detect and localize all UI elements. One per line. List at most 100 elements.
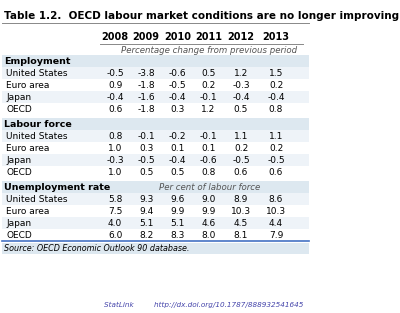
Text: 2011: 2011 (195, 32, 222, 42)
Bar (2, 181, 310, 193)
Text: -0.6: -0.6 (200, 156, 217, 165)
Text: 0.1: 0.1 (201, 144, 216, 153)
Text: 0.9: 0.9 (108, 81, 122, 90)
Text: 1.5: 1.5 (269, 69, 283, 78)
Text: 0.5: 0.5 (201, 69, 216, 78)
Text: 9.4: 9.4 (139, 207, 153, 216)
Text: United States: United States (6, 69, 68, 78)
Text: 0.2: 0.2 (234, 144, 248, 153)
Text: Unemployment rate: Unemployment rate (4, 183, 110, 192)
Bar (2, 229, 310, 241)
Text: 9.9: 9.9 (170, 207, 184, 216)
Text: OECD: OECD (6, 168, 32, 177)
Text: 2008: 2008 (102, 32, 129, 42)
Text: -3.8: -3.8 (137, 69, 155, 78)
Bar (2, 118, 310, 130)
Text: Japan: Japan (6, 156, 31, 165)
Bar (2, 55, 310, 67)
Text: Per cent of labour force: Per cent of labour force (158, 183, 260, 192)
Text: -0.3: -0.3 (232, 81, 250, 90)
Bar (2, 217, 310, 229)
Text: 0.6: 0.6 (108, 105, 122, 114)
Text: 10.3: 10.3 (231, 207, 251, 216)
Text: -0.3: -0.3 (106, 156, 124, 165)
Text: United States: United States (6, 195, 68, 204)
Text: 8.3: 8.3 (170, 231, 184, 240)
Bar (2, 91, 310, 103)
Text: 0.2: 0.2 (269, 144, 283, 153)
Text: United States: United States (6, 132, 68, 141)
Text: 8.9: 8.9 (234, 195, 248, 204)
Bar (2, 193, 310, 205)
Text: 9.3: 9.3 (139, 195, 153, 204)
Text: 0.8: 0.8 (269, 105, 283, 114)
Text: Japan: Japan (6, 219, 31, 228)
Text: 0.5: 0.5 (139, 168, 153, 177)
Bar (2, 130, 310, 142)
Text: 9.0: 9.0 (201, 195, 216, 204)
Bar (2, 67, 310, 79)
Text: 2009: 2009 (133, 32, 160, 42)
Text: Euro area: Euro area (6, 207, 50, 216)
Text: 9.6: 9.6 (170, 195, 184, 204)
Text: 0.8: 0.8 (201, 168, 216, 177)
Text: Labour force: Labour force (4, 120, 72, 129)
Text: Percentage change from previous period: Percentage change from previous period (121, 46, 297, 55)
Text: -0.5: -0.5 (137, 156, 155, 165)
Text: Table 1.2.  OECD labour market conditions are no longer improving: Table 1.2. OECD labour market conditions… (4, 11, 399, 21)
Text: 8.2: 8.2 (139, 231, 153, 240)
Text: -0.4: -0.4 (168, 93, 186, 102)
Text: 1.1: 1.1 (234, 132, 248, 141)
Text: -0.1: -0.1 (200, 93, 217, 102)
Text: 0.6: 0.6 (234, 168, 248, 177)
Bar (2, 154, 310, 166)
Text: 1.1: 1.1 (269, 132, 283, 141)
Text: -1.6: -1.6 (137, 93, 155, 102)
Text: StatLink         http://dx.doi.org/10.1787/888932541645: StatLink http://dx.doi.org/10.1787/88893… (104, 302, 303, 308)
Text: 0.1: 0.1 (170, 144, 184, 153)
Text: 1.2: 1.2 (201, 105, 216, 114)
Text: 8.6: 8.6 (269, 195, 283, 204)
Text: -0.1: -0.1 (137, 132, 155, 141)
Text: -1.8: -1.8 (137, 81, 155, 90)
Text: 7.9: 7.9 (269, 231, 283, 240)
Text: 0.5: 0.5 (234, 105, 248, 114)
Text: -0.5: -0.5 (106, 69, 124, 78)
Text: 4.6: 4.6 (201, 219, 216, 228)
Text: -1.8: -1.8 (137, 105, 155, 114)
Text: -0.6: -0.6 (168, 69, 186, 78)
Text: 5.8: 5.8 (108, 195, 122, 204)
Text: -0.5: -0.5 (232, 156, 250, 165)
Bar (2, 243, 310, 254)
Text: 2013: 2013 (262, 32, 290, 42)
Text: 2012: 2012 (228, 32, 254, 42)
Bar (2, 205, 310, 217)
Text: -0.4: -0.4 (168, 156, 186, 165)
Text: 7.5: 7.5 (108, 207, 122, 216)
Text: OECD: OECD (6, 105, 32, 114)
Text: Euro area: Euro area (6, 144, 50, 153)
Text: 5.1: 5.1 (170, 219, 184, 228)
Text: 0.8: 0.8 (108, 132, 122, 141)
Text: -0.4: -0.4 (267, 93, 285, 102)
Text: 0.2: 0.2 (269, 81, 283, 90)
Text: 4.4: 4.4 (269, 219, 283, 228)
Text: -0.5: -0.5 (168, 81, 186, 90)
Text: 10.3: 10.3 (266, 207, 286, 216)
Text: 0.5: 0.5 (170, 168, 184, 177)
Text: -0.1: -0.1 (200, 132, 217, 141)
Text: 1.0: 1.0 (108, 144, 122, 153)
Text: 9.9: 9.9 (201, 207, 216, 216)
Text: 0.3: 0.3 (170, 105, 184, 114)
Bar (2, 103, 310, 115)
Text: 1.2: 1.2 (234, 69, 248, 78)
Text: 0.3: 0.3 (139, 144, 153, 153)
Text: Source: OECD Economic Outlook 90 database.: Source: OECD Economic Outlook 90 databas… (4, 244, 189, 253)
Text: 0.6: 0.6 (269, 168, 283, 177)
Text: 2010: 2010 (164, 32, 191, 42)
Text: 1.0: 1.0 (108, 168, 122, 177)
Text: 4.5: 4.5 (234, 219, 248, 228)
Text: -0.4: -0.4 (106, 93, 124, 102)
Text: 6.0: 6.0 (108, 231, 122, 240)
Bar (2, 166, 310, 178)
